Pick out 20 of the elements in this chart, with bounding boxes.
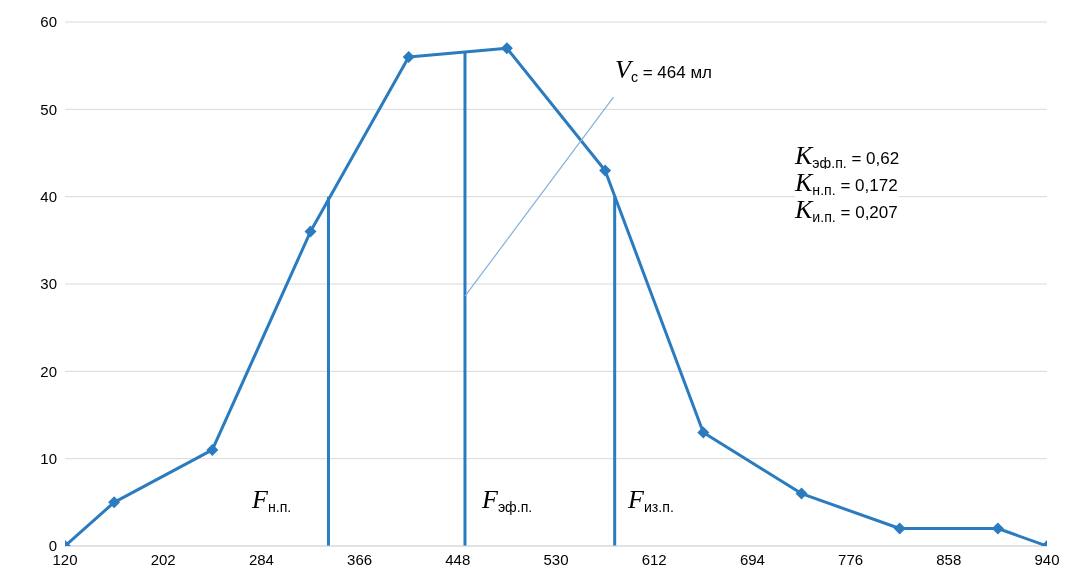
- annotation: F$_{н.п.}$: [252, 485, 292, 516]
- x-tick-label: 202: [150, 550, 176, 568]
- y-tick-label: 20: [40, 362, 57, 380]
- x-tick-label: 940: [1034, 550, 1060, 568]
- x-tick-label: 366: [347, 550, 373, 568]
- y-tick-label: 40: [40, 187, 57, 205]
- y-tick-label: 30: [40, 275, 57, 293]
- x-tick-label: 776: [838, 550, 864, 568]
- x-tick-label: 694: [739, 550, 765, 568]
- x-tick-label: 284: [248, 550, 274, 568]
- annotation: F$_{из.п.}$: [628, 485, 674, 516]
- annotation: V$_{с}$ = 464 мл: [615, 55, 713, 86]
- y-tick-label: 60: [40, 13, 57, 31]
- y-tick-label: 50: [40, 100, 57, 118]
- x-tick-label: 612: [641, 550, 667, 568]
- x-tick-label: 858: [936, 550, 962, 568]
- annotation: F$_{эф.п.}$: [482, 485, 533, 516]
- x-tick-label: 530: [543, 550, 569, 568]
- y-tick-label: 10: [40, 449, 57, 467]
- x-tick-label: 448: [445, 550, 471, 568]
